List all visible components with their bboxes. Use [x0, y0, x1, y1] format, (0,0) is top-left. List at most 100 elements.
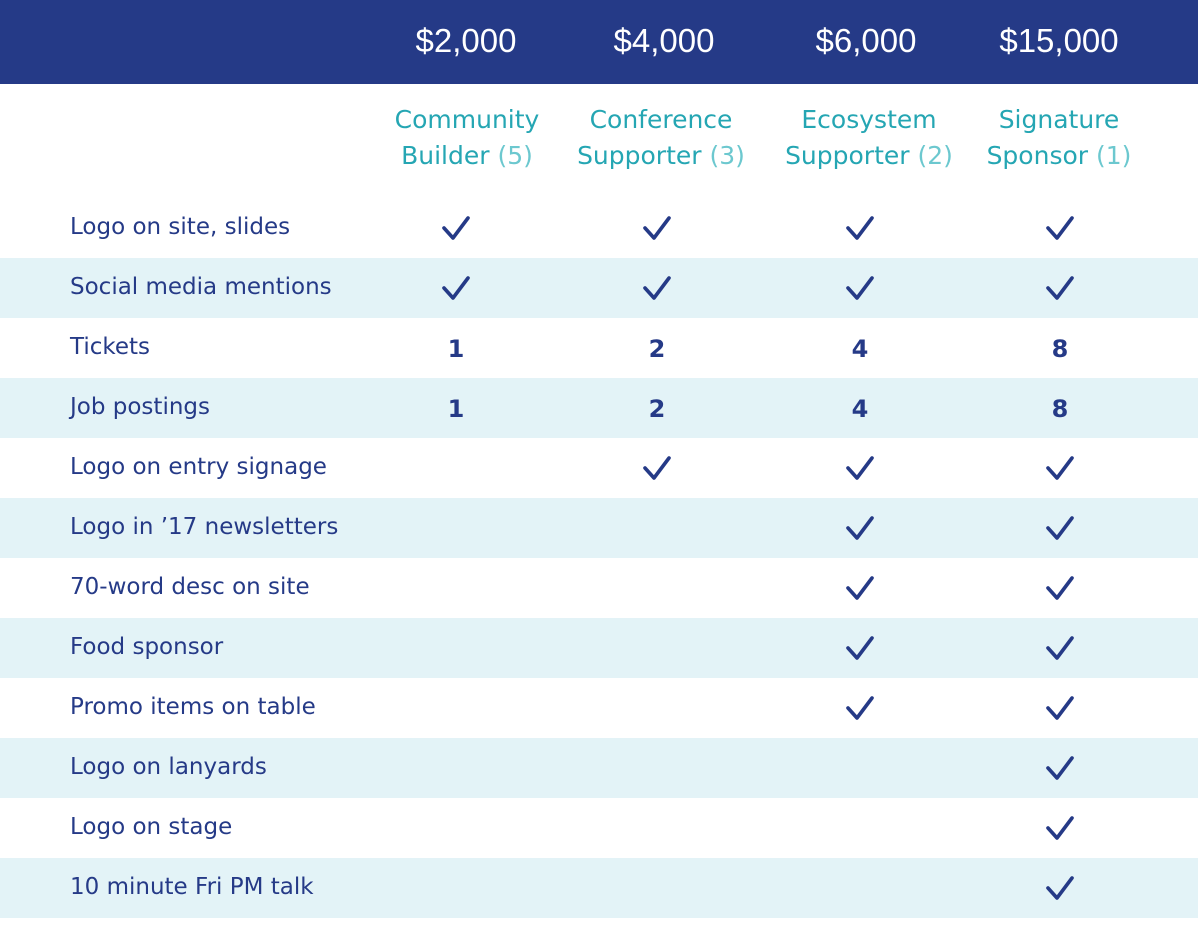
- count-cell: 4: [820, 378, 900, 438]
- check-cell: [1020, 678, 1100, 738]
- tier-community-builder: Community Builder (5): [367, 102, 567, 174]
- tier-name-line1: Signature: [998, 105, 1120, 134]
- check-cell: [617, 438, 697, 498]
- empty-cell: [416, 738, 496, 798]
- empty-cell: [617, 498, 697, 558]
- price-signature-sponsor: $15,000: [999, 22, 1119, 59]
- check-cell: [1020, 438, 1100, 498]
- empty-cell: [617, 618, 697, 678]
- check-cell: [1020, 738, 1100, 798]
- feature-label: 70-word desc on site: [70, 574, 310, 600]
- table-row: Tickets 1 2 4 8: [0, 318, 1198, 378]
- tier-name-line1: Conference: [589, 105, 733, 134]
- check-cell: [617, 198, 697, 258]
- tier-name-line2: Supporter: [785, 141, 910, 170]
- check-cell: [1020, 258, 1100, 318]
- table-row: Logo on site, slides: [0, 198, 1198, 258]
- feature-label: 10 minute Fri PM talk: [70, 874, 314, 900]
- empty-cell: [416, 438, 496, 498]
- check-cell: [1020, 498, 1100, 558]
- feature-label: Logo on site, slides: [70, 214, 291, 240]
- check-icon: [1046, 816, 1074, 840]
- count-cell: 2: [617, 318, 697, 378]
- price-ecosystem-supporter: $6,000: [815, 22, 917, 59]
- empty-cell: [416, 858, 496, 918]
- tier-name-line2: Sponsor: [986, 141, 1089, 170]
- count-cell: 1: [416, 318, 496, 378]
- check-cell: [820, 558, 900, 618]
- check-icon: [846, 516, 874, 540]
- count-value: 2: [648, 335, 666, 363]
- check-cell: [416, 198, 496, 258]
- empty-cell: [820, 738, 900, 798]
- empty-cell: [820, 858, 900, 918]
- empty-cell: [617, 858, 697, 918]
- feature-label: Logo on lanyards: [70, 754, 267, 780]
- empty-cell: [416, 498, 496, 558]
- check-icon: [1046, 576, 1074, 600]
- tier-count: (3): [709, 141, 745, 170]
- count-cell: 8: [1020, 318, 1100, 378]
- check-icon: [442, 276, 470, 300]
- count-value: 1: [447, 335, 465, 363]
- check-cell: [820, 618, 900, 678]
- count-value: 8: [1051, 335, 1069, 363]
- check-icon: [1046, 756, 1074, 780]
- check-cell: [617, 258, 697, 318]
- check-cell: [820, 498, 900, 558]
- empty-cell: [617, 678, 697, 738]
- tier-name-line1: Ecosystem: [801, 105, 937, 134]
- check-cell: [1020, 198, 1100, 258]
- count-cell: 1: [416, 378, 496, 438]
- table-row: Promo items on table: [0, 678, 1198, 738]
- check-cell: [820, 678, 900, 738]
- count-value: 4: [851, 335, 869, 363]
- tier-signature-sponsor: Signature Sponsor (1): [959, 102, 1159, 174]
- check-cell: [1020, 858, 1100, 918]
- table-row: Food sponsor: [0, 618, 1198, 678]
- count-cell: 2: [617, 378, 697, 438]
- count-cell: 4: [820, 318, 900, 378]
- check-icon: [1046, 876, 1074, 900]
- check-cell: [820, 438, 900, 498]
- check-icon: [643, 216, 671, 240]
- empty-cell: [617, 738, 697, 798]
- count-value: 8: [1051, 395, 1069, 423]
- empty-cell: [416, 618, 496, 678]
- check-icon: [1046, 216, 1074, 240]
- check-cell: [1020, 558, 1100, 618]
- check-cell: [820, 198, 900, 258]
- check-icon: [442, 216, 470, 240]
- feature-label: Job postings: [70, 394, 210, 420]
- empty-cell: [617, 798, 697, 858]
- feature-label: Logo in ’17 newsletters: [70, 514, 339, 540]
- tier-conference-supporter: Conference Supporter (3): [561, 102, 761, 174]
- check-icon: [643, 456, 671, 480]
- feature-label: Tickets: [70, 334, 151, 360]
- table-row: Social media mentions: [0, 258, 1198, 318]
- feature-label: Food sponsor: [70, 634, 224, 660]
- table-row: 10 minute Fri PM talk: [0, 858, 1198, 918]
- empty-cell: [820, 798, 900, 858]
- table-row: Logo in ’17 newsletters: [0, 498, 1198, 558]
- tier-ecosystem-supporter: Ecosystem Supporter (2): [769, 102, 969, 174]
- check-icon: [1046, 456, 1074, 480]
- table-row: Logo on stage: [0, 798, 1198, 858]
- tier-name-line2: Builder: [401, 141, 490, 170]
- empty-cell: [617, 558, 697, 618]
- tier-name-line2: Supporter: [577, 141, 702, 170]
- count-value: 4: [851, 395, 869, 423]
- feature-label: Logo on stage: [70, 814, 233, 840]
- table-row: Logo on entry signage: [0, 438, 1198, 498]
- feature-label: Promo items on table: [70, 694, 316, 720]
- tier-count: (2): [917, 141, 953, 170]
- empty-cell: [416, 798, 496, 858]
- check-icon: [1046, 636, 1074, 660]
- tier-count: (1): [1096, 141, 1132, 170]
- check-icon: [846, 636, 874, 660]
- check-cell: [1020, 798, 1100, 858]
- check-icon: [846, 276, 874, 300]
- table-row: Logo on lanyards: [0, 738, 1198, 798]
- count-value: 1: [447, 395, 465, 423]
- table-row: Job postings 1 2 4 8: [0, 378, 1198, 438]
